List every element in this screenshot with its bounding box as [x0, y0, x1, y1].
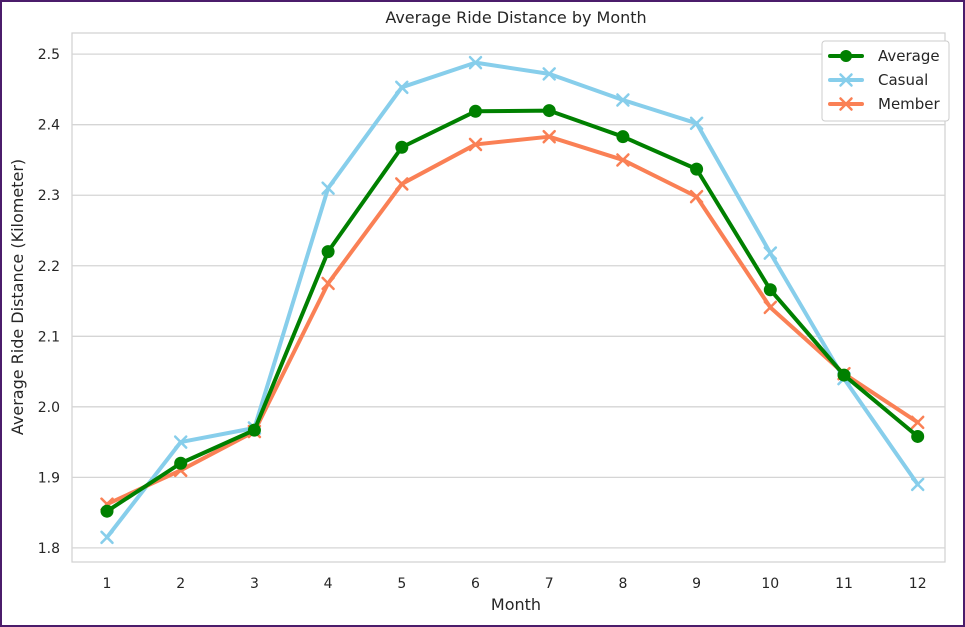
data-point-member: [468, 137, 483, 152]
marker-stroke: [839, 97, 853, 111]
data-point-casual: [689, 116, 704, 131]
legend-item-average: Average: [828, 47, 940, 65]
data-point-member: [542, 129, 556, 144]
data-point-average: [763, 283, 777, 297]
y-tick-labels: 1.8 1.9 2.0 2.1 2.2 2.3 2.4 2.5: [38, 47, 60, 557]
x-tick-label: 5: [397, 576, 406, 592]
legend-marker-average: [840, 50, 852, 62]
x-tick-label: 4: [324, 576, 333, 592]
legend-marker-member: [839, 97, 853, 111]
y-tick-label: 2.2: [38, 259, 60, 275]
gridlines: [72, 53, 945, 549]
marker-stroke: [542, 67, 556, 81]
legend-label-average: Average: [878, 47, 940, 65]
data-point-member: [689, 189, 704, 204]
x-tick-label: 9: [692, 576, 701, 592]
marker-stroke: [321, 181, 335, 195]
series-member: [100, 129, 925, 511]
series-average: [100, 104, 925, 518]
data-point-average: [616, 130, 630, 144]
data-point-member: [395, 177, 409, 191]
data-point-member: [616, 153, 630, 167]
legend-label-casual: Casual: [878, 71, 928, 89]
y-axis-label: Average Ride Distance (Kilometer): [8, 159, 27, 435]
x-tick-label: 7: [545, 576, 554, 592]
legend-item-casual: Casual: [828, 71, 928, 89]
y-tick-label: 2.4: [38, 118, 60, 134]
chart-title: Average Ride Distance by Month: [385, 8, 646, 27]
marker-stroke: [173, 435, 188, 449]
data-point-average: [469, 104, 482, 118]
data-point-average: [542, 104, 556, 118]
x-tick-label: 1: [103, 576, 112, 592]
series-line-member: [105, 134, 920, 507]
marker-stroke: [689, 189, 704, 204]
marker-stroke: [395, 80, 409, 95]
data-point-casual: [321, 181, 335, 195]
x-tick-label: 8: [618, 576, 627, 592]
legend: Average Casual Member: [821, 40, 950, 122]
y-tick-label: 2.3: [38, 188, 60, 204]
x-tick-label: 11: [835, 576, 853, 592]
data-point-average: [395, 140, 409, 154]
data-point-average: [247, 423, 261, 437]
legend-item-member: Member: [828, 95, 941, 113]
data-point-casual: [395, 80, 409, 95]
series-casual: [100, 55, 925, 545]
data-point-casual: [616, 93, 630, 107]
data-point-average: [174, 456, 188, 470]
data-point-casual: [173, 435, 188, 449]
data-point-casual: [763, 246, 778, 260]
marker-stroke: [763, 246, 778, 260]
data-point-average: [100, 504, 114, 518]
marker-stroke: [616, 93, 630, 107]
x-axis-label: Month: [491, 595, 541, 614]
y-tick-label: 1.8: [38, 541, 60, 557]
data-point-member: [910, 415, 925, 430]
marker-stroke: [839, 73, 853, 87]
legend-marker-casual: [839, 73, 853, 87]
marker-stroke: [468, 137, 483, 152]
legend-label-member: Member: [878, 95, 941, 113]
marker-stroke: [689, 116, 704, 131]
data-point-casual: [100, 530, 114, 545]
y-tick-label: 2.5: [38, 47, 60, 63]
marker-stroke: [910, 415, 925, 430]
x-tick-labels: 1 2 3 4 5 6 7 8 9 10 11 12: [103, 576, 927, 592]
marker-stroke: [763, 300, 778, 315]
y-tick-label: 1.9: [38, 470, 60, 486]
marker-stroke: [616, 153, 630, 167]
x-tick-label: 3: [250, 576, 259, 592]
x-tick-label: 2: [176, 576, 185, 592]
data-point-average: [911, 429, 925, 443]
data-point-average: [690, 162, 704, 176]
x-tick-label: 6: [471, 576, 480, 592]
marker-stroke: [910, 477, 925, 492]
marker-stroke: [100, 530, 114, 545]
data-point-member: [321, 276, 335, 291]
series-line-casual: [105, 60, 920, 540]
marker-stroke: [321, 276, 335, 291]
marker-stroke: [395, 177, 409, 191]
data-point-casual: [542, 67, 556, 81]
x-tick-label: 12: [909, 576, 927, 592]
legend-box: [821, 40, 950, 122]
data-point-average: [837, 368, 851, 382]
x-tick-label: 10: [761, 576, 779, 592]
plot-area: [71, 32, 946, 563]
marker-stroke: [542, 129, 556, 144]
y-tick-label: 2.0: [38, 400, 60, 416]
data-point-member: [763, 300, 778, 315]
data-point-casual: [468, 55, 483, 70]
y-tick-label: 2.1: [38, 329, 60, 345]
data-point-casual: [910, 477, 925, 492]
series-group: [100, 55, 925, 545]
marker-stroke: [468, 55, 483, 70]
series-line-average: [105, 108, 920, 514]
data-point-average: [321, 245, 335, 259]
